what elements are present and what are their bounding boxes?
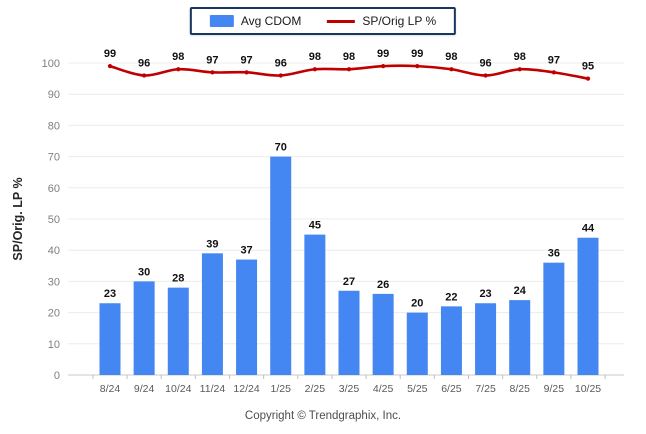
x-tick-label: 4/25 bbox=[373, 383, 394, 395]
bar-value-label: 36 bbox=[548, 248, 560, 260]
line-point-marker bbox=[278, 73, 283, 78]
bar-value-label: 45 bbox=[309, 220, 321, 232]
legend-label-avg-cdom: Avg CDOM bbox=[240, 14, 302, 28]
bar-value-label: 27 bbox=[343, 276, 355, 288]
bar-avg-cdom bbox=[167, 287, 189, 375]
x-tick-label: 10/25 bbox=[575, 383, 601, 395]
line-value-label: 97 bbox=[240, 54, 252, 66]
bar-avg-cdom bbox=[304, 234, 326, 375]
line-value-label: 98 bbox=[514, 51, 526, 63]
bar-value-label: 28 bbox=[172, 273, 184, 285]
x-tick-label: 12/24 bbox=[233, 383, 259, 395]
line-point-marker bbox=[142, 73, 147, 78]
y-tick-label: 20 bbox=[48, 308, 60, 320]
line-value-label: 98 bbox=[445, 51, 457, 63]
line-point-marker bbox=[107, 64, 113, 69]
y-tick-label: 70 bbox=[48, 152, 60, 164]
bar-value-label: 37 bbox=[240, 245, 252, 257]
bar-value-label: 39 bbox=[206, 238, 218, 250]
x-tick-label: 9/24 bbox=[134, 383, 155, 395]
line-point-marker bbox=[483, 73, 488, 78]
y-tick-label: 80 bbox=[48, 120, 60, 132]
y-tick-label: 40 bbox=[48, 245, 60, 257]
x-tick-label: 7/25 bbox=[475, 383, 496, 395]
bar-avg-cdom bbox=[338, 290, 360, 375]
bar-value-label: 24 bbox=[514, 285, 527, 297]
x-tick-label: 5/25 bbox=[407, 383, 428, 395]
line-value-label: 99 bbox=[377, 48, 389, 60]
y-axis-title: SP/Orig. LP % bbox=[11, 177, 25, 261]
x-tick-label: 11/24 bbox=[200, 383, 226, 395]
line-value-label: 97 bbox=[548, 54, 560, 66]
bar-avg-cdom bbox=[475, 303, 497, 375]
line-point-marker bbox=[176, 67, 181, 72]
bar-avg-cdom bbox=[99, 303, 121, 375]
legend-item-sp-orig-lp: SP/Orig LP % bbox=[327, 14, 436, 28]
line-point-marker bbox=[517, 67, 522, 72]
x-tick-label: 6/25 bbox=[441, 383, 462, 395]
line-value-label: 98 bbox=[343, 51, 355, 63]
bar-avg-cdom bbox=[270, 156, 292, 375]
bar-avg-cdom bbox=[236, 259, 258, 375]
x-tick-label: 3/25 bbox=[339, 383, 360, 395]
bar-value-label: 23 bbox=[479, 288, 491, 300]
line-value-label: 95 bbox=[582, 61, 594, 73]
line-value-label: 98 bbox=[172, 51, 184, 63]
bar-avg-cdom bbox=[201, 253, 223, 375]
bar-value-label: 70 bbox=[275, 142, 287, 154]
bar-value-label: 44 bbox=[582, 223, 595, 235]
bar-avg-cdom bbox=[543, 262, 565, 375]
x-tick-label: 8/24 bbox=[100, 383, 121, 395]
y-tick-label: 50 bbox=[48, 214, 60, 226]
bar-avg-cdom bbox=[577, 237, 599, 375]
bar-avg-cdom bbox=[133, 281, 155, 375]
y-tick-label: 90 bbox=[48, 89, 60, 101]
legend: Avg CDOM SP/Orig LP % bbox=[189, 7, 457, 35]
bar-value-label: 30 bbox=[138, 266, 150, 278]
line-point-marker bbox=[346, 67, 352, 72]
bar-swatch-icon bbox=[209, 15, 234, 27]
bar-avg-cdom bbox=[372, 293, 394, 375]
y-tick-label: 30 bbox=[48, 276, 60, 288]
line-point-marker bbox=[449, 67, 454, 72]
legend-label-sp-orig-lp: SP/Orig LP % bbox=[362, 14, 437, 28]
line-value-label: 96 bbox=[138, 57, 150, 69]
copyright-text: Copyright © Trendgraphix, Inc. bbox=[244, 410, 402, 422]
x-tick-label: 10/24 bbox=[165, 383, 191, 395]
line-point-marker bbox=[381, 64, 386, 69]
line-point-marker bbox=[312, 67, 317, 72]
bar-value-label: 22 bbox=[445, 291, 457, 303]
line-value-label: 99 bbox=[104, 48, 116, 60]
y-tick-label: 60 bbox=[48, 183, 60, 195]
line-point-marker bbox=[415, 64, 420, 69]
line-point-marker bbox=[244, 70, 249, 75]
line-value-label: 96 bbox=[479, 57, 491, 69]
y-tick-label: 100 bbox=[42, 58, 60, 70]
line-point-marker bbox=[585, 76, 591, 81]
x-tick-label: 9/25 bbox=[544, 383, 565, 395]
y-tick-label: 0 bbox=[54, 370, 60, 382]
x-tick-label: 1/25 bbox=[270, 383, 291, 395]
bar-value-label: 20 bbox=[411, 298, 423, 310]
bar-value-label: 23 bbox=[104, 288, 116, 300]
line-value-label: 99 bbox=[411, 48, 423, 60]
line-swatch-icon bbox=[327, 19, 356, 23]
bar-avg-cdom bbox=[406, 312, 428, 375]
legend-item-avg-cdom: Avg CDOM bbox=[209, 14, 302, 28]
line-value-label: 98 bbox=[309, 51, 321, 63]
x-tick-label: 2/25 bbox=[305, 383, 326, 395]
x-tick-label: 8/25 bbox=[509, 383, 530, 395]
bar-value-label: 26 bbox=[377, 279, 389, 291]
line-point-marker bbox=[551, 70, 556, 75]
line-value-label: 96 bbox=[275, 57, 287, 69]
line-point-marker bbox=[210, 70, 215, 75]
y-tick-label: 10 bbox=[48, 339, 60, 351]
bar-avg-cdom bbox=[509, 300, 531, 375]
bar-avg-cdom bbox=[440, 306, 462, 375]
line-value-label: 97 bbox=[206, 54, 218, 66]
